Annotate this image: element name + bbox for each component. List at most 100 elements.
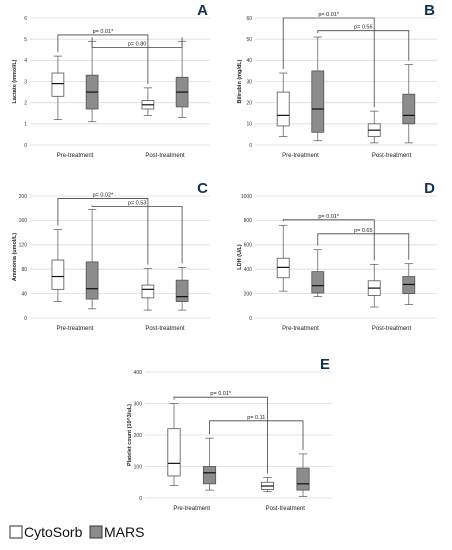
iqr-box <box>202 466 217 485</box>
y-tick-label: 200 <box>19 194 28 200</box>
x-category-label: Pre-treatment <box>173 506 210 512</box>
x-category-label: Pre-treatment <box>57 326 94 332</box>
box-mars-post <box>402 64 416 144</box>
y-tick-label: 120 <box>19 243 28 249</box>
p-value-label: p= 0.65 <box>354 228 373 234</box>
box-mars-pre <box>85 209 99 310</box>
y-tick-label: 10 <box>246 122 252 128</box>
p-value-label: p= 0.56 <box>354 25 373 31</box>
iqr-box <box>402 93 416 125</box>
x-category-label: Post-treatment <box>145 326 185 332</box>
y-tick-label: 400 <box>134 370 143 376</box>
iqr-box <box>51 72 65 97</box>
iqr-box <box>311 70 325 133</box>
y-tick-label: 6 <box>24 16 27 22</box>
y-tick-label: 0 <box>139 496 142 502</box>
y-tick-label: 200 <box>244 291 253 297</box>
panel-c: 0 40 80 120 160 200 Ammonia (umol/L) C Pre-treat… <box>12 180 210 332</box>
x-category-label: Pre-treatment <box>282 326 319 332</box>
y-tick-label: 40 <box>246 58 252 64</box>
y-tick-label: 0 <box>249 316 252 322</box>
y-tick-label: 2 <box>24 100 27 106</box>
significance-bracket <box>282 219 375 261</box>
y-axis-label: Ammonia (umol/L) <box>12 233 18 281</box>
box-mars-pre <box>311 249 325 297</box>
significance-bracket <box>317 233 410 260</box>
y-tick-label: 50 <box>246 37 252 43</box>
x-category-label: Post-treatment <box>372 153 412 159</box>
p-value-label: p= 0.01* <box>93 29 115 35</box>
box-cytosorb-pre <box>51 229 65 302</box>
legend: CytoSorb MARS <box>9 524 144 540</box>
box-cytosorb-pre <box>51 55 65 120</box>
y-tick-label: 1000 <box>241 194 252 200</box>
x-category-label: Pre-treatment <box>57 153 94 159</box>
panel-d: 0 200 400 600 800 1000 LDH (U/L) D Pre-treatment… <box>237 180 437 332</box>
panel-letter: A <box>197 2 208 19</box>
legend-label-mars: MARS <box>104 524 144 540</box>
iqr-box <box>311 271 325 294</box>
iqr-box <box>51 259 65 290</box>
box-mars-pre <box>85 40 99 123</box>
box-cytosorb-post <box>260 477 275 493</box>
panel-b: 0 10 20 30 40 50 60 Bilirubin (mg/dL) B Pre-treat… <box>237 2 437 159</box>
iqr-box <box>141 284 155 299</box>
x-category-label: Post-treatment <box>266 506 306 512</box>
iqr-box <box>85 261 99 300</box>
box-cytosorb-post <box>367 110 381 144</box>
x-category-label: Post-treatment <box>145 153 185 159</box>
y-axis-label: Bilirubin (mg/dL) <box>237 59 243 103</box>
y-tick-label: 160 <box>19 218 28 224</box>
panel-letter: E <box>320 356 330 373</box>
box-cytosorb-post <box>141 87 155 116</box>
y-tick-label: 300 <box>134 401 143 407</box>
iqr-box <box>167 428 181 477</box>
p-value-label: p= 0.11 <box>247 415 265 421</box>
panel-letter: B <box>424 2 435 19</box>
significance-bracket <box>173 396 268 474</box>
p-value-label: p= 0.53 <box>128 200 147 206</box>
p-value-label: p= 0.80 <box>128 42 147 48</box>
box-mars-post <box>175 40 189 118</box>
box-mars-pre <box>202 437 217 491</box>
p-value-label: p= 0.01* <box>318 214 340 220</box>
y-axis-label: Platelet count (10^3/uL) <box>127 404 133 466</box>
iqr-box <box>402 276 416 294</box>
y-tick-label: 0 <box>24 316 27 322</box>
y-axis-label: LDH (U/L) <box>237 244 243 270</box>
y-tick-label: 400 <box>244 267 253 273</box>
y-tick-label: 80 <box>21 267 27 273</box>
iqr-box <box>276 91 290 127</box>
legend-swatch-mars <box>89 525 103 539</box>
panel-a: 0 1 2 3 4 5 6 Lactate (mmol/L) A Pre-treatment Pos… <box>12 2 210 159</box>
box-mars-post <box>402 263 416 305</box>
y-tick-label: 20 <box>246 100 252 106</box>
iqr-box <box>276 257 290 279</box>
iqr-box <box>296 467 310 491</box>
iqr-box <box>175 279 189 302</box>
y-tick-label: 5 <box>24 37 27 43</box>
panel-letter: D <box>424 180 435 197</box>
panel-letter: C <box>197 180 208 197</box>
y-tick-label: 3 <box>24 79 27 85</box>
y-tick-label: 1 <box>24 122 27 128</box>
legend-swatch-cytosorb <box>9 525 23 539</box>
y-tick-label: 600 <box>244 243 253 249</box>
box-mars-post <box>175 267 189 311</box>
y-tick-label: 0 <box>24 143 27 149</box>
y-tick-label: 0 <box>249 143 252 149</box>
y-tick-label: 30 <box>246 79 252 85</box>
p-value-label: p= 0.02* <box>93 192 115 198</box>
y-tick-label: 60 <box>246 16 252 22</box>
box-cytosorb-pre <box>276 72 290 137</box>
y-tick-label: 4 <box>24 58 27 64</box>
box-mars-pre <box>311 36 325 142</box>
box-cytosorb-pre <box>167 403 181 486</box>
y-axis-label: Lactate (mmol/L) <box>12 59 18 103</box>
box-mars-post <box>296 453 310 497</box>
legend-label-cytosorb: CytoSorb <box>24 524 83 540</box>
significance-bracket <box>91 205 183 264</box>
panel-e: 0 100 200 300 400 Platelet count (10^3/uL) E Pr… <box>127 356 332 512</box>
box-cytosorb-post <box>141 268 155 311</box>
